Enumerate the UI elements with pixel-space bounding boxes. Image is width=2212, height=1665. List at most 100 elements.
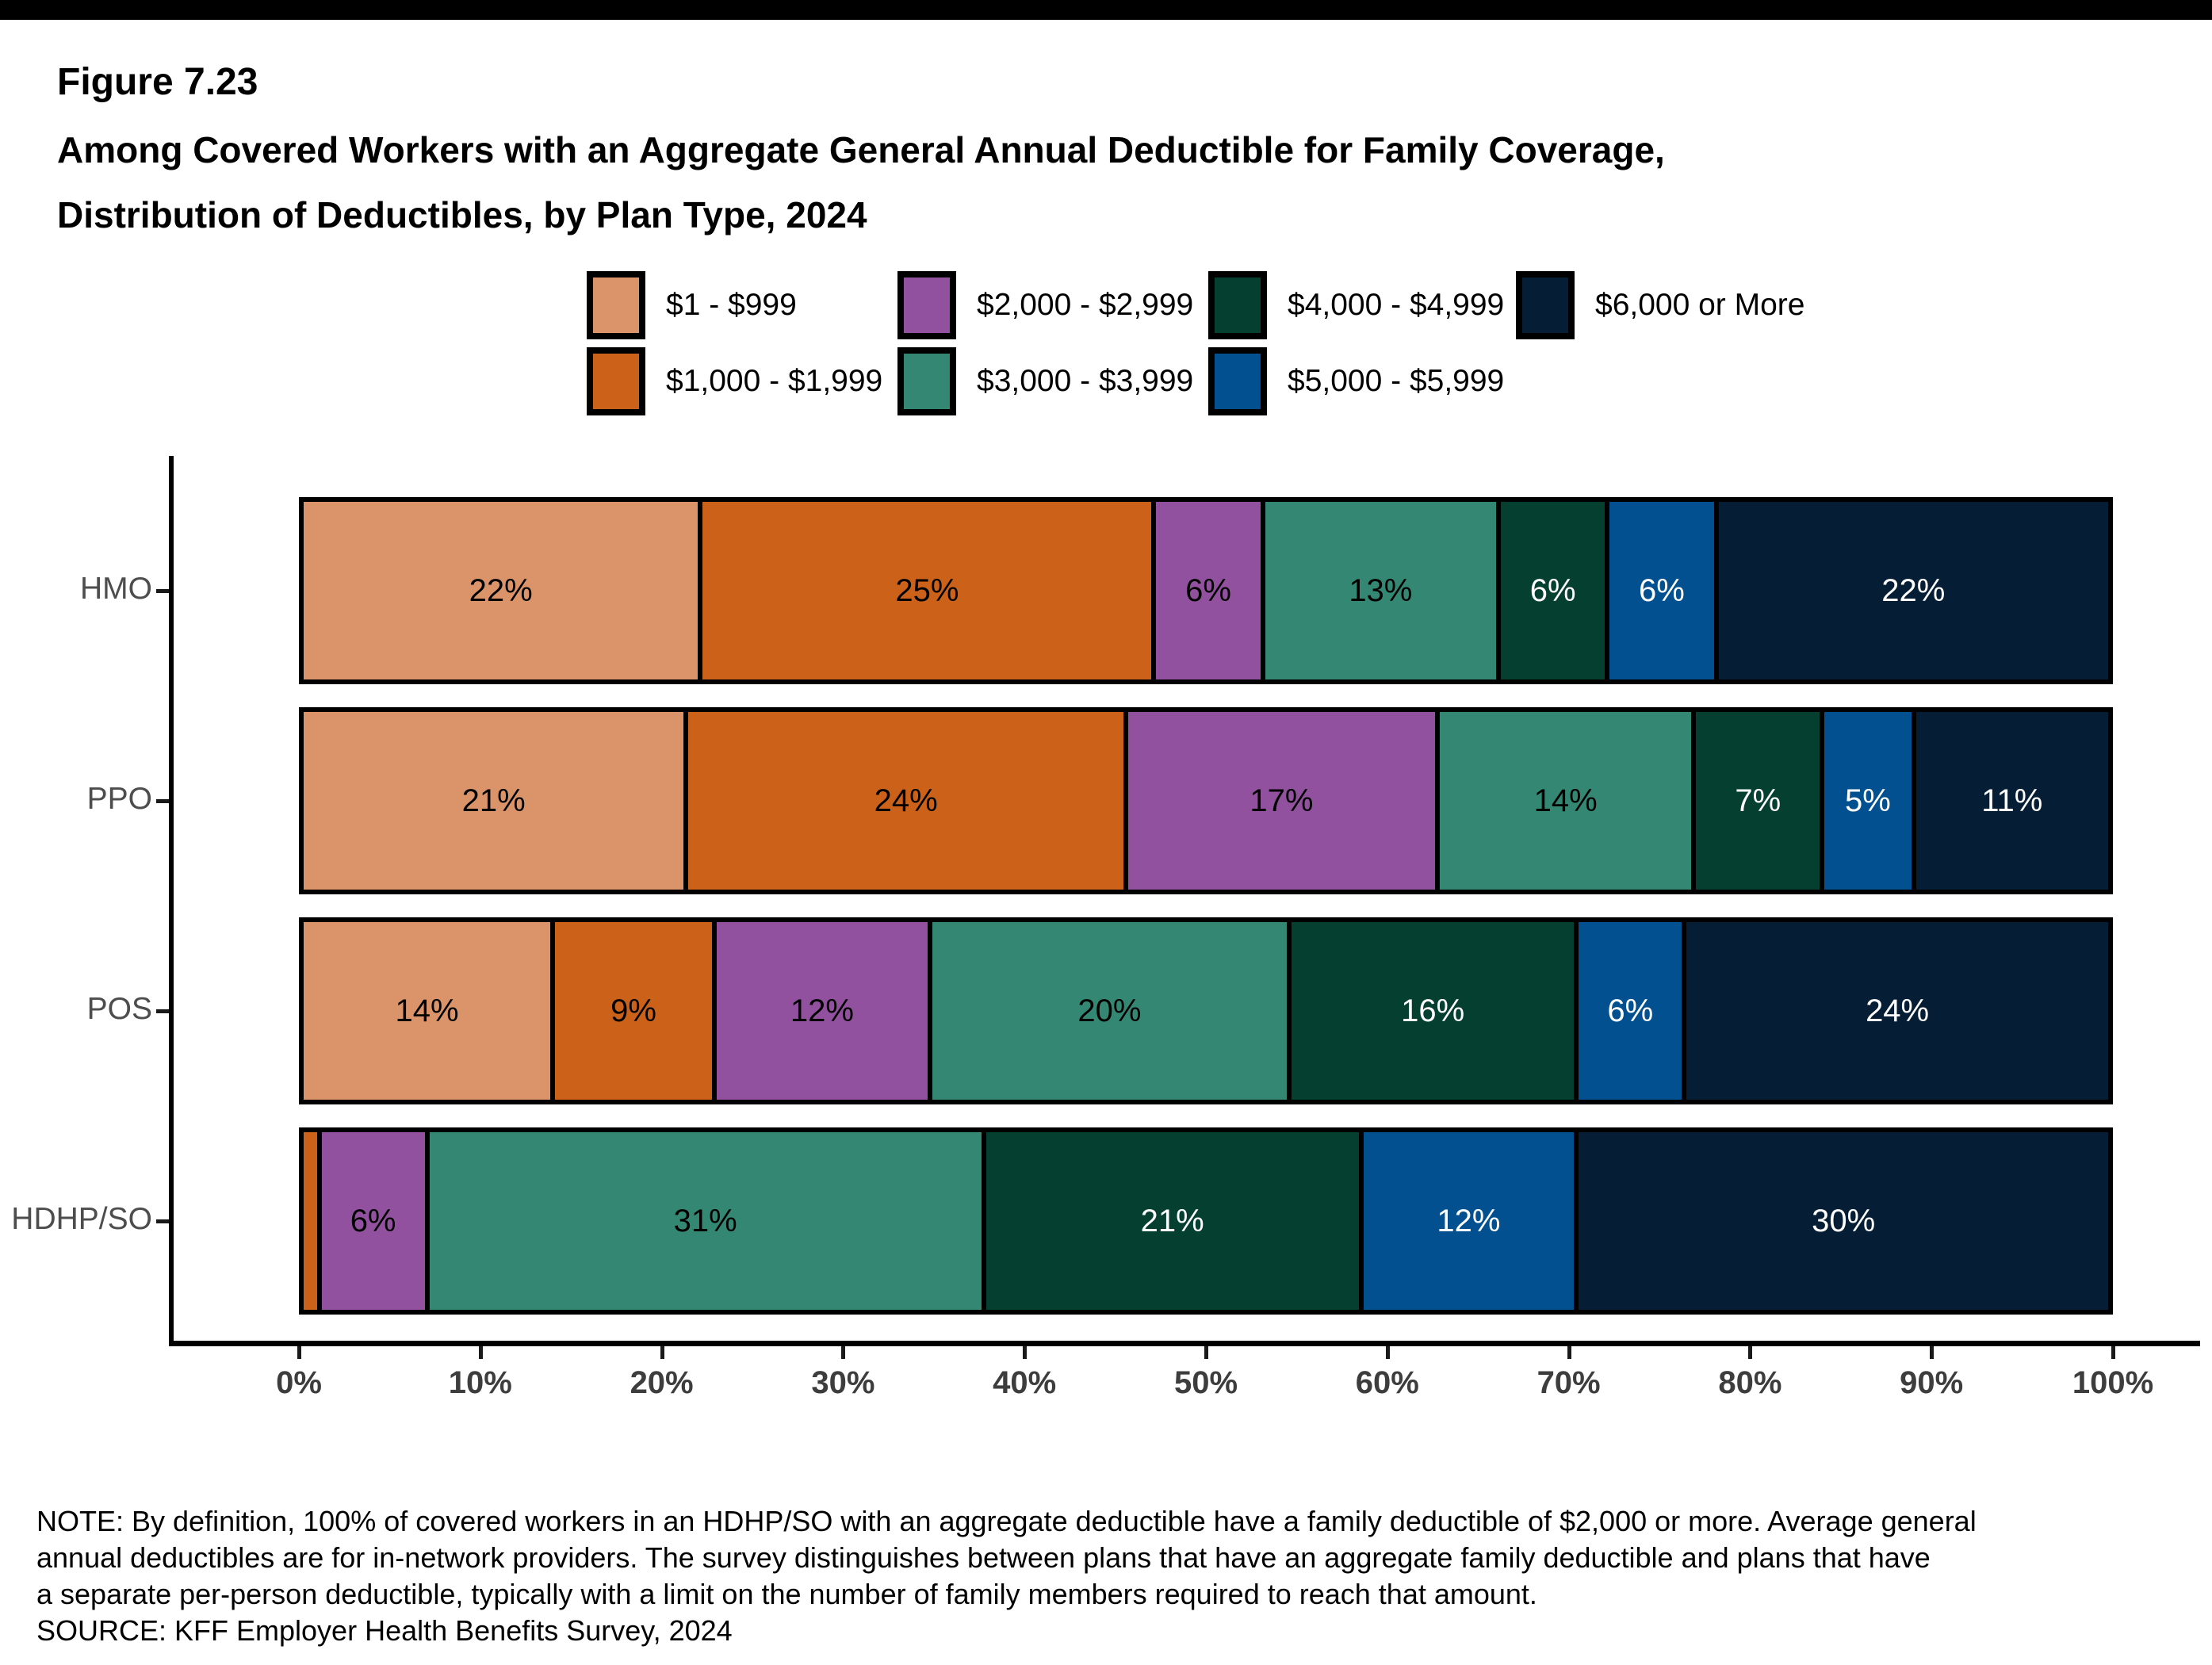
bar-ppo: 21% 24% 17% 14% 7% 5% 11% [299, 707, 2113, 894]
segment-value-label: 6% [1529, 573, 1576, 608]
segment-value-label: 17% [1250, 783, 1314, 818]
x-axis-tick [1748, 1346, 1753, 1359]
y-axis-label: HMO [80, 572, 152, 606]
segment: 14% [1434, 707, 1692, 894]
legend-swatch [897, 271, 956, 339]
segment [299, 1127, 317, 1315]
segment-value-label: 20% [1077, 993, 1142, 1028]
legend-label: $1 - $999 [666, 288, 797, 322]
segment-value-label: 14% [1533, 783, 1598, 818]
segment: 12% [712, 917, 928, 1104]
segment-value-label: 6% [1185, 573, 1231, 608]
segment-value-label: 6% [350, 1204, 396, 1238]
x-axis-tick-label: 100% [2072, 1365, 2154, 1400]
x-axis-tick-label: 10% [448, 1365, 512, 1400]
segment-value-label: 21% [461, 783, 526, 818]
y-axis-tick [156, 1009, 169, 1013]
y-axis-line [169, 456, 174, 1346]
segment-value-label: 24% [874, 783, 938, 818]
legend-label: $5,000 - $5,999 [1288, 364, 1505, 398]
x-axis-tick [478, 1346, 483, 1359]
bar-hdhp-so: 6% 31% 21% 12% 30% [299, 1127, 2113, 1315]
segment-value-label: 5% [1845, 783, 1891, 818]
x-axis-tick [297, 1346, 301, 1359]
segment-value-label: 14% [395, 993, 459, 1028]
segment: 30% [1574, 1127, 2113, 1315]
segment: 6% [316, 1127, 425, 1315]
x-axis-tick-label: 30% [811, 1365, 875, 1400]
legend-swatch [1208, 347, 1267, 415]
x-axis-tick-label: 40% [993, 1365, 1057, 1400]
segment: 6% [1574, 917, 1682, 1104]
segment: 22% [299, 497, 698, 684]
segment-value-label: 11% [1981, 783, 2043, 818]
segment: 21% [299, 707, 684, 894]
x-axis-tick-label: 90% [1900, 1365, 1964, 1400]
y-axis-label: HDHP/SO [11, 1202, 152, 1236]
segment: 25% [698, 497, 1152, 684]
x-axis-tick [1204, 1346, 1208, 1359]
legend-swatch [587, 347, 645, 415]
legend-item: $2,000 - $2,999 [897, 271, 1208, 339]
chart-title-line-1: Among Covered Workers with an Aggregate … [57, 129, 1665, 170]
legend-item: $1,000 - $1,999 [587, 347, 897, 415]
legend-item: $4,000 - $4,999 [1208, 271, 1516, 339]
segment-value-label: 24% [1866, 993, 1930, 1028]
source-line: SOURCE: KFF Employer Health Benefits Sur… [36, 1614, 733, 1647]
chart-notes: NOTE: By definition, 100% of covered wor… [36, 1503, 1977, 1649]
segment-value-label: 16% [1401, 993, 1465, 1028]
legend-label: $3,000 - $3,999 [977, 364, 1194, 398]
segment-value-label: 25% [895, 573, 959, 608]
x-axis-tick [841, 1346, 846, 1359]
legend-swatch [1208, 271, 1267, 339]
figure-number: Figure 7.23 [57, 61, 258, 103]
chart-title-line-2: Distribution of Deductibles, by Plan Typ… [57, 194, 867, 235]
x-axis-tick [1567, 1346, 1571, 1359]
segment: 9% [550, 917, 713, 1104]
segment-value-label: 22% [469, 573, 533, 608]
segment: 20% [927, 917, 1287, 1104]
segment: 13% [1260, 497, 1497, 684]
legend-item: $1 - $999 [587, 271, 897, 339]
segment: 22% [1713, 497, 2113, 684]
note-line: a separate per-person deductible, typica… [36, 1578, 1537, 1610]
legend-label: $6,000 or More [1595, 288, 1805, 322]
x-axis-tick-label: 60% [1355, 1365, 1419, 1400]
bar-pos: 14% 9% 12% 20% 16% 6% 24% [299, 917, 2113, 1104]
segment-value-label: 13% [1349, 573, 1413, 608]
segment-value-label: 31% [673, 1204, 737, 1238]
top-accent-bar [0, 0, 2212, 20]
x-axis-tick [1023, 1346, 1028, 1359]
x-axis-tick [1385, 1346, 1390, 1359]
segment: 24% [683, 707, 1123, 894]
segment-value-label: 22% [1881, 573, 1946, 608]
segment-value-label: 30% [1812, 1204, 1876, 1238]
x-axis-tick-label: 80% [1718, 1365, 1782, 1400]
y-axis-tick [156, 589, 169, 593]
y-axis-tick [156, 799, 169, 803]
legend-item: $5,000 - $5,999 [1208, 347, 1516, 415]
x-axis-tick [2111, 1346, 2115, 1359]
segment: 11% [1911, 707, 2113, 894]
legend-item: $6,000 or More [1516, 271, 1805, 339]
x-axis-tick [660, 1346, 664, 1359]
x-axis-tick [1930, 1346, 1935, 1359]
chart-legend: $1 - $999 $1,000 - $1,999 $2,000 - $2,999 $… [587, 271, 1805, 415]
legend-label: $2,000 - $2,999 [977, 288, 1194, 322]
note-line: annual deductibles are for in-network pr… [36, 1541, 1931, 1574]
segment: 16% [1286, 917, 1575, 1104]
legend-swatch [587, 271, 645, 339]
segment: 7% [1691, 707, 1820, 894]
segment: 6% [1151, 497, 1261, 684]
segment-value-label: 7% [1735, 783, 1781, 818]
legend-swatch [897, 347, 956, 415]
note-line: NOTE: By definition, 100% of covered wor… [36, 1505, 1977, 1537]
legend-label: $4,000 - $4,999 [1288, 288, 1505, 322]
segment-value-label: 6% [1607, 993, 1654, 1028]
segment-value-label: 6% [1639, 573, 1685, 608]
bar-hmo: 22% 25% 6% 13% 6% 6% 22% [299, 497, 2113, 684]
segment-value-label: 9% [610, 993, 656, 1028]
legend-item: $3,000 - $3,999 [897, 347, 1208, 415]
segment: 6% [1605, 497, 1714, 684]
